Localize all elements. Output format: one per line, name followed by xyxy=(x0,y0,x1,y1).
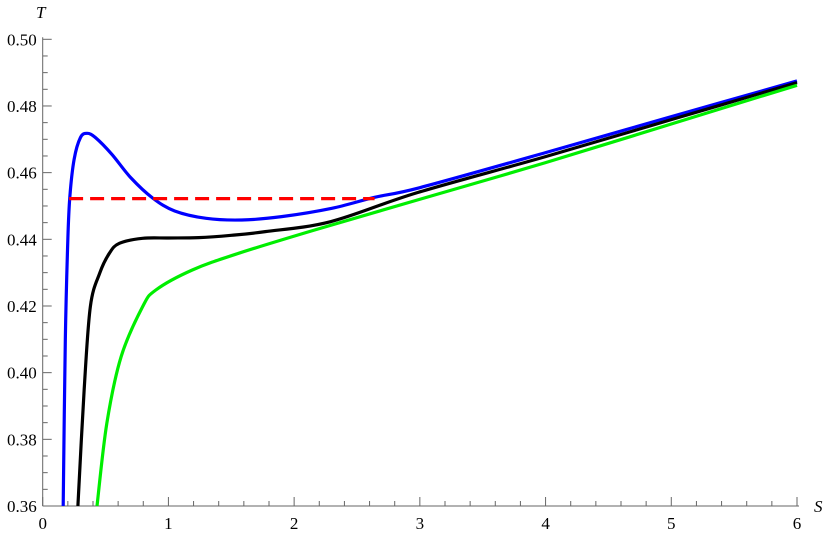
x-tick-label: 5 xyxy=(667,514,676,533)
y-tick-label: 0.36 xyxy=(7,497,37,516)
y-tick-label: 0.40 xyxy=(7,364,37,383)
series-line-1 xyxy=(76,81,798,507)
axes: 0 1 2 3 4 5 6 0.36 0.38 0.40 0.42 0.44 0.46 0.48 0.50 xyxy=(7,30,801,533)
y-tick-label: 0.48 xyxy=(7,97,37,116)
x-tick-label: 0 xyxy=(38,514,47,533)
y-tick-label: 0.38 xyxy=(7,430,37,449)
y-tick-label: 0.46 xyxy=(7,164,37,183)
y-axis-label: T xyxy=(36,3,47,22)
x-tick-label: 3 xyxy=(416,514,425,533)
x-tick-label: 2 xyxy=(290,514,299,533)
x-tick-label: 4 xyxy=(541,514,550,533)
x-axis-label: S xyxy=(814,497,823,516)
y-tick-label: 0.44 xyxy=(7,230,37,249)
series-group xyxy=(61,79,798,507)
y-tick-label: 0.42 xyxy=(7,297,37,316)
x-tick-label: 6 xyxy=(793,514,802,533)
y-tick-label: 0.50 xyxy=(7,30,37,49)
series-line-0 xyxy=(61,79,798,507)
series-line-2 xyxy=(95,83,798,507)
x-tick-label: 1 xyxy=(164,514,173,533)
